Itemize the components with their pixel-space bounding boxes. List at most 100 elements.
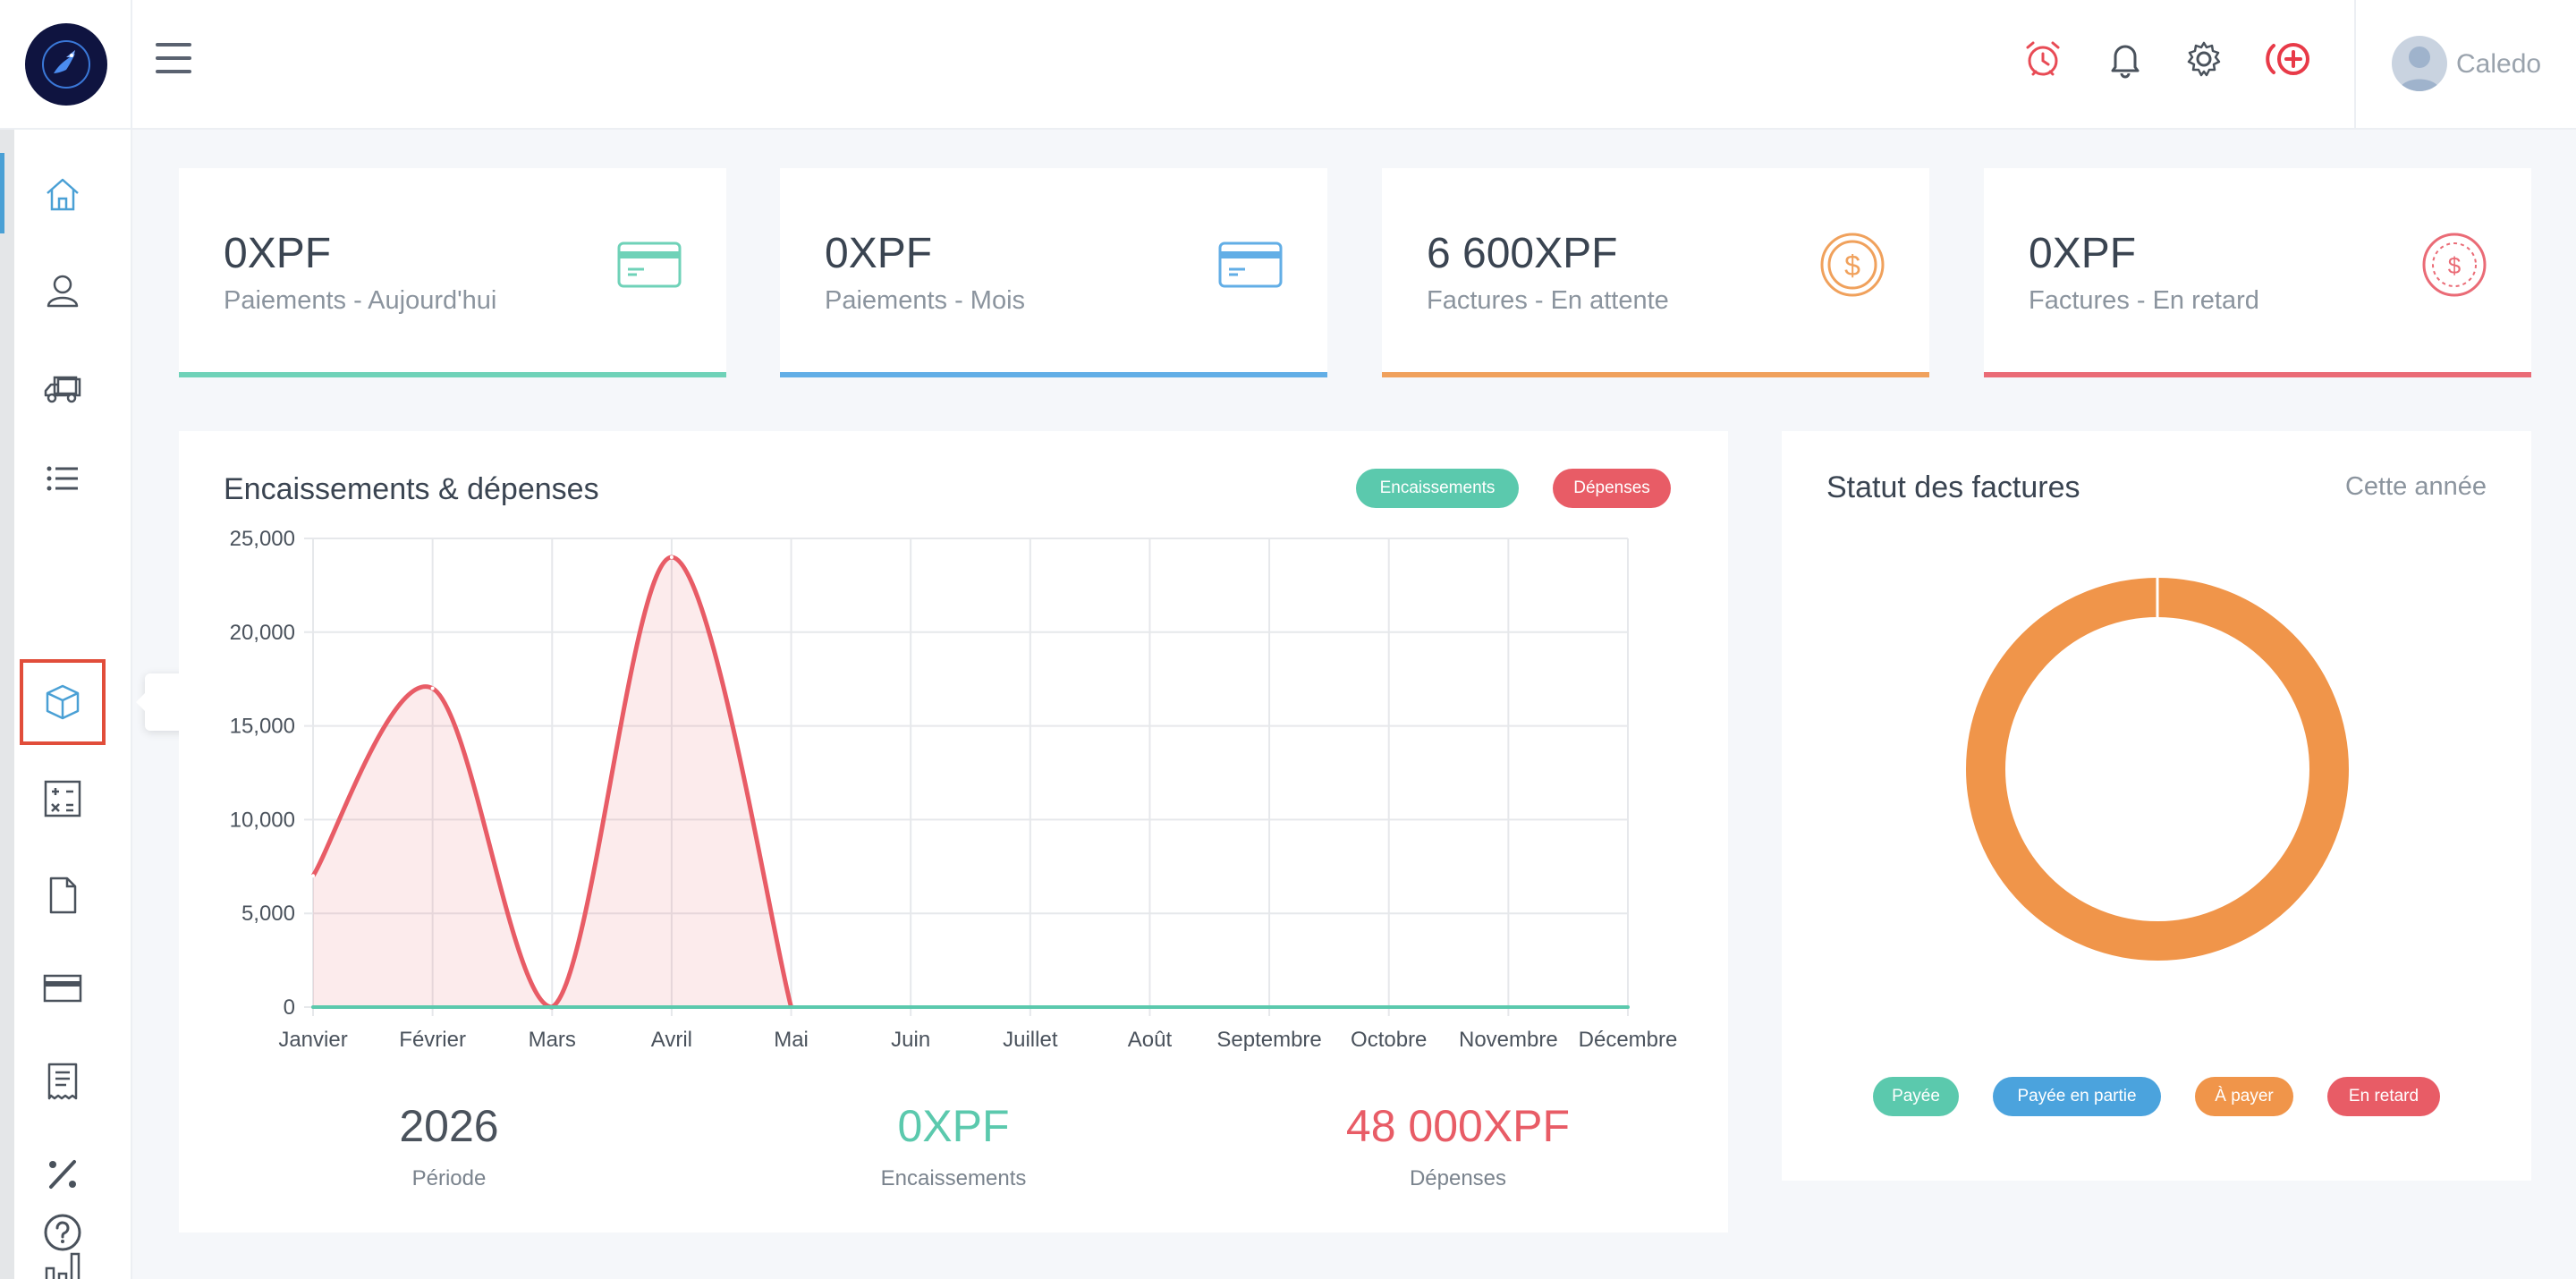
x-tick-label: Janvier: [278, 1028, 347, 1052]
home-icon: [47, 178, 79, 211]
app-logo[interactable]: [25, 23, 107, 106]
x-tick-label: Octobre: [1351, 1028, 1427, 1052]
help-icon: [44, 1214, 81, 1251]
sidebar-item-reports[interactable]: [39, 1246, 86, 1279]
bell-icon[interactable]: [2102, 36, 2148, 82]
sidebar-item-products[interactable]: [20, 659, 106, 745]
x-tick-label: Février: [399, 1028, 466, 1052]
x-tick-label: Septembre: [1216, 1028, 1321, 1052]
kpi-card-payments-month[interactable]: 0XPF Paiements - Mois: [780, 168, 1327, 377]
sidebar: Produits: [0, 130, 301, 1279]
dollar-coin-icon: $: [2420, 231, 2488, 299]
status-title: Statut des factures: [1826, 470, 2080, 504]
depenses-area: [313, 556, 792, 1007]
percent-icon: [49, 1160, 76, 1189]
user-icon: [47, 275, 79, 308]
legend-en-retard[interactable]: En retard: [2327, 1077, 2440, 1116]
avatar[interactable]: [2392, 36, 2447, 91]
document-icon: [49, 877, 77, 914]
kpi-label: Paiements - Aujourd'hui: [224, 286, 497, 315]
credit-card-icon: [1216, 231, 1284, 299]
kpi-card-payments-today[interactable]: 0XPF Paiements - Aujourd'hui: [179, 168, 726, 377]
kpi-value: 0XPF: [224, 230, 332, 277]
settings-gear-icon[interactable]: [2181, 36, 2227, 82]
depenses-point: [669, 555, 674, 559]
sidebar-item-payments[interactable]: [39, 965, 86, 1012]
user-menu[interactable]: Caledo: [2354, 0, 2576, 130]
stat-income-label: Encaissements: [880, 1166, 1027, 1190]
cashflow-chart: 0 5,000 10,000 15,000 20,000 25,000 Janvier Fév…: [230, 527, 1678, 1052]
encaissements-point: [909, 1005, 913, 1009]
sidebar-item-documents[interactable]: [39, 872, 86, 919]
kpi-accent-bar: [1382, 372, 1929, 377]
x-tick-label: Juin: [891, 1028, 930, 1052]
svg-text:$: $: [2448, 252, 2462, 279]
sidebar-item-taxes[interactable]: [39, 1151, 86, 1198]
sidebar-item-list[interactable]: [39, 455, 86, 502]
invoice-status-panel: Statut des factures Cette année Payée Pa…: [1782, 431, 2531, 1181]
stat-income-value: 0XPF: [897, 1101, 1010, 1151]
status-period-select[interactable]: Cette année: [2344, 472, 2487, 501]
legend-payee[interactable]: Payée: [1873, 1077, 1959, 1116]
list-icon: [47, 466, 78, 491]
legend-payee-partie[interactable]: Payée en partie: [1993, 1077, 2161, 1116]
encaissements-point: [669, 1005, 674, 1009]
legend-encaissements[interactable]: Encaissements: [1356, 469, 1519, 508]
sidebar-item-calculator[interactable]: [39, 775, 86, 822]
x-tick-label: Mai: [774, 1028, 809, 1052]
x-tick-label: Novembre: [1459, 1028, 1558, 1052]
encaissements-point: [1506, 1005, 1511, 1009]
kpi-accent-bar: [179, 372, 726, 377]
credit-card-icon: [615, 231, 683, 299]
y-tick-label: 25,000: [230, 527, 295, 551]
y-tick-label: 5,000: [242, 902, 295, 926]
x-tick-label: Avril: [651, 1028, 692, 1052]
x-tick-label: Août: [1128, 1028, 1173, 1052]
status-donut-chart: [1966, 578, 2349, 961]
encaissements-point: [1626, 1005, 1630, 1009]
alarm-clock-icon[interactable]: [2020, 36, 2066, 82]
sidebar-item-help[interactable]: [39, 1209, 86, 1256]
active-indicator: [0, 153, 4, 233]
encaissements-point: [1148, 1005, 1152, 1009]
y-tick-label: 10,000: [230, 808, 295, 832]
top-header: Caledo: [0, 0, 2576, 130]
kpi-value: 0XPF: [2029, 230, 2137, 277]
menu-toggle-icon[interactable]: [156, 43, 191, 73]
encaissements-point: [311, 1005, 315, 1009]
box-icon: [46, 684, 80, 720]
y-tick-label: 0: [284, 995, 295, 1020]
encaissements-point: [430, 1005, 435, 1009]
legend-depenses[interactable]: Dépenses: [1553, 469, 1671, 508]
sidebar-item-clients[interactable]: [39, 267, 86, 314]
encaissements-point: [789, 1005, 793, 1009]
x-tick-label: Juillet: [1003, 1028, 1058, 1052]
logo-area: [0, 0, 132, 130]
credit-card-icon: [43, 974, 82, 1003]
svg-text:$: $: [1844, 250, 1860, 282]
receipt-icon: [47, 1063, 78, 1100]
kpi-card-invoices-late[interactable]: 0XPF Factures - En retard $: [1984, 168, 2531, 377]
encaissements-point: [1267, 1005, 1272, 1009]
encaissements-point: [550, 1005, 555, 1009]
sidebar-item-receipts[interactable]: [39, 1058, 86, 1105]
kpi-label: Paiements - Mois: [825, 286, 1026, 315]
legend-a-payer[interactable]: À payer: [2195, 1077, 2293, 1116]
sidebar-item-home[interactable]: [39, 171, 86, 217]
user-name[interactable]: Caledo: [2456, 49, 2542, 79]
stat-expense-value: 48 000XPF: [1345, 1101, 1571, 1151]
cashflow-title: Encaissements & dépenses: [224, 472, 599, 506]
y-tick-label: 20,000: [230, 621, 295, 645]
stat-period-label: Période: [411, 1166, 487, 1190]
sidebar-item-suppliers[interactable]: [39, 364, 86, 411]
dollar-coin-icon: $: [1818, 231, 1886, 299]
add-new-icon[interactable]: [2263, 36, 2317, 82]
stat-period-value: 2026: [399, 1101, 499, 1151]
depenses-point: [311, 874, 315, 878]
kpi-accent-bar: [1984, 372, 2531, 377]
kpi-card-invoices-pending[interactable]: 6 600XPF Factures - En attente $: [1382, 168, 1929, 377]
kpi-label: Factures - En retard: [2029, 286, 2259, 315]
stat-expense-label: Dépenses: [1409, 1166, 1507, 1190]
calculator-icon: [44, 780, 81, 817]
kpi-value: 6 600XPF: [1427, 230, 1618, 277]
